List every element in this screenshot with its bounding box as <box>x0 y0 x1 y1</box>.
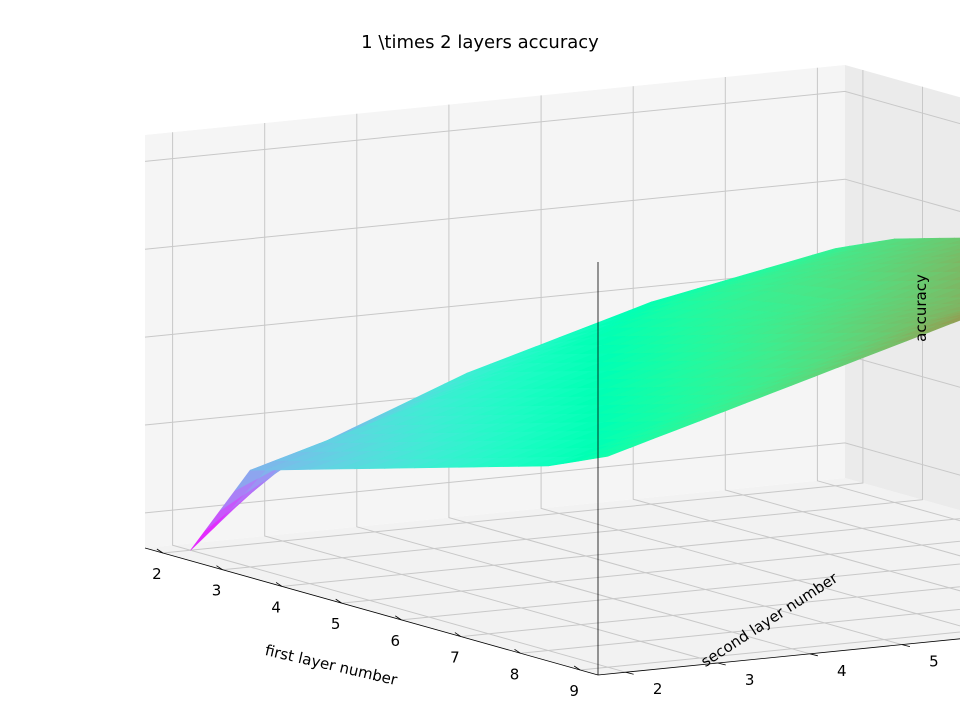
grid-line-y <box>632 86 960 592</box>
surface-patch <box>951 260 960 264</box>
y-tick-mark <box>901 644 911 647</box>
x-tick-mark <box>156 548 164 554</box>
x-tick-label: 3 <box>212 582 222 600</box>
grid-line-y <box>448 104 903 646</box>
grid-line-x <box>341 540 960 604</box>
y-tick-label: 3 <box>745 671 755 689</box>
y-tick-mark <box>809 653 818 657</box>
x-tick-label: 4 <box>271 598 281 616</box>
y-tick-label: 4 <box>837 662 847 680</box>
surface-patch <box>953 248 960 252</box>
surface-patch <box>592 447 631 459</box>
grid-line-x <box>520 608 960 654</box>
z-axis-label: accuracy <box>912 274 930 342</box>
x-tick-mark <box>395 615 402 621</box>
x-tick-mark <box>216 565 223 571</box>
y-tick-label: 5 <box>929 653 939 671</box>
x-tick-label: 8 <box>510 665 520 683</box>
grid-line-x <box>401 563 960 621</box>
surface-patch <box>950 276 960 281</box>
x-tick-label: 2 <box>152 565 162 583</box>
floor-pane <box>145 478 960 675</box>
grid-line-y <box>356 113 810 655</box>
x-tick-mark <box>335 598 342 604</box>
grid-line-x <box>222 86 923 571</box>
grid-line-x <box>282 518 960 587</box>
grid-line-x <box>580 631 960 671</box>
grid-line-y <box>264 123 718 664</box>
x-tick-label: 6 <box>391 632 401 650</box>
x-axis-line <box>144 547 599 676</box>
x-tick-label: 5 <box>331 615 341 633</box>
grid-line-y <box>724 77 960 557</box>
y-axis-line <box>597 638 960 676</box>
grid-line-x <box>460 586 960 638</box>
grid-line-z <box>144 90 960 162</box>
x-tick-label: 7 <box>450 649 460 667</box>
chart-title: 1 \times 2 layers accuracy <box>361 32 599 53</box>
grid-line-y <box>540 95 960 627</box>
y-tick-mark <box>625 671 634 675</box>
x-tick-mark <box>573 665 581 671</box>
x-tick-label: 9 <box>569 682 579 700</box>
grid-line-z <box>144 178 960 250</box>
x-tick-mark <box>454 632 462 637</box>
grid-line-x <box>162 70 864 554</box>
x-axis-label: first layer number <box>263 641 399 689</box>
surface-mesh <box>190 237 960 551</box>
x-tick-mark <box>275 582 283 587</box>
grid-line-z <box>144 442 960 514</box>
axis-lines <box>144 262 960 676</box>
y-tick-label: 2 <box>653 680 663 698</box>
grid-line-y <box>816 67 960 522</box>
x-tick-mark <box>514 648 521 654</box>
y-tick-mark <box>717 662 726 666</box>
grid-line-y <box>172 132 626 673</box>
tick-labels: 23456789234567896869707172 <box>152 565 939 700</box>
